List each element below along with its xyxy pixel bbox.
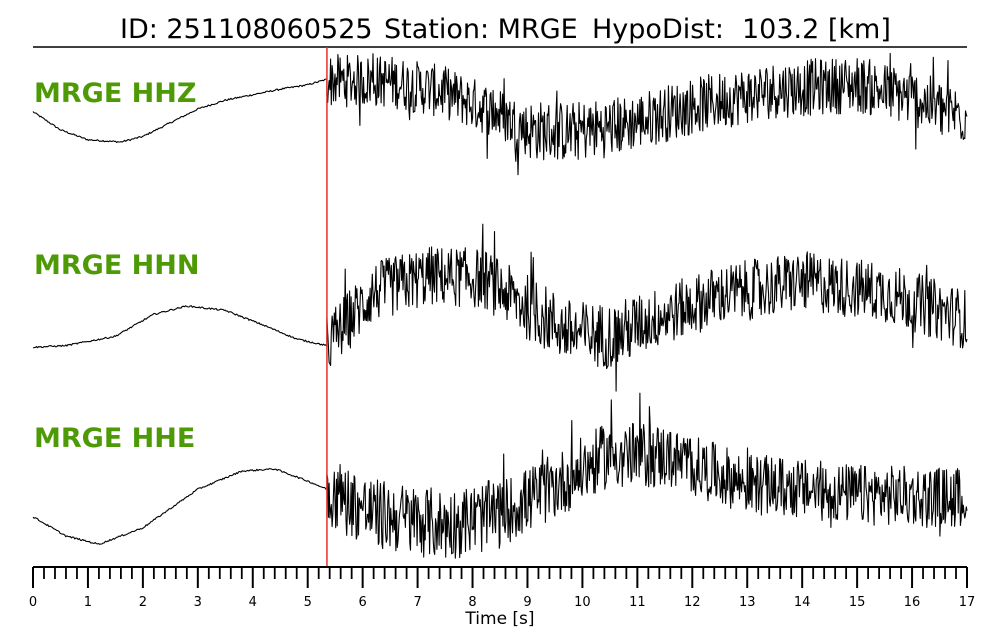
tick-label: 14 [794,595,811,610]
trace-label-hhe: MRGE HHE [34,423,195,454]
tick-label: 8 [468,595,476,610]
tick-label: 3 [194,595,202,610]
tick-label: 12 [684,595,701,610]
trace-group [32,52,968,559]
trace-mrge-hhn [32,223,968,392]
header-hypodist-value: 103.2 [km] [742,14,891,45]
tick-label: 1 [84,595,92,610]
trace-mrge-hhe [32,392,968,559]
tick-label: 9 [523,595,531,610]
tick-label: 2 [139,595,147,610]
time-axis: 0 1 2 3 4 5 6 7 8 9 10 11 12 13 14 15 16 17 [29,566,976,610]
header-hypodist-label: HypoDist: [592,14,724,45]
tick-label: 17 [959,595,976,610]
x-axis-label: Time [s] [464,609,534,629]
tick-label: 16 [904,595,921,610]
tick-label: 0 [29,595,37,610]
tick-label: 7 [413,595,421,610]
tick-label: 10 [574,595,591,610]
tick-label: 13 [739,595,756,610]
tick-label: 11 [629,595,646,610]
tick-label: 5 [304,595,312,610]
tick-label: 6 [359,595,367,610]
tick-label: 4 [249,595,257,610]
trace-label-hhz: MRGE HHZ [34,78,196,109]
tick-label: 15 [849,595,866,610]
header-station: Station: MRGE [384,14,578,45]
trace-label-hhn: MRGE HHN [34,250,199,281]
header-id: ID: 251108060525 [120,14,373,45]
trace-mrge-hhz [32,52,968,176]
